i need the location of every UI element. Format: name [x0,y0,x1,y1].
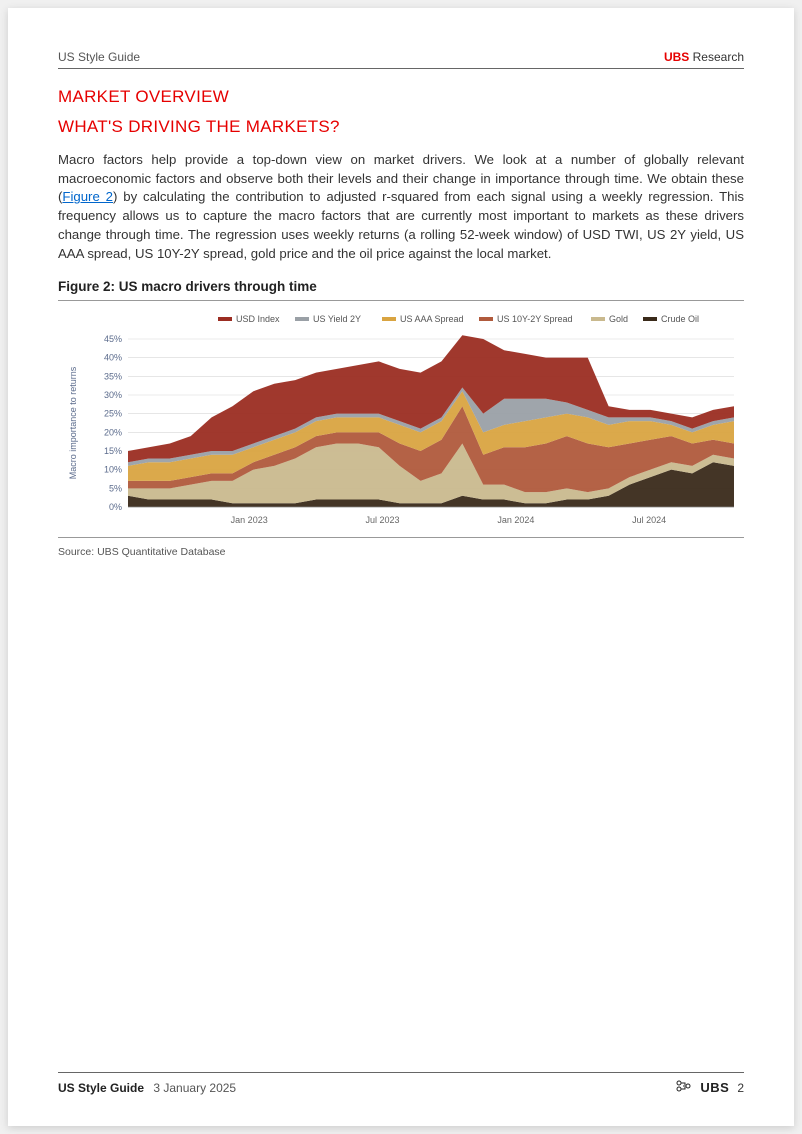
footer-doc-title: US Style Guide [58,1081,144,1095]
svg-text:Gold: Gold [609,314,628,324]
svg-text:US 10Y-2Y Spread: US 10Y-2Y Spread [497,314,573,324]
brand-name: UBS [664,50,689,64]
svg-text:45%: 45% [104,334,122,344]
svg-text:15%: 15% [104,446,122,456]
svg-text:30%: 30% [104,390,122,400]
figure-link[interactable]: Figure 2 [62,189,113,204]
svg-text:US Yield 2Y: US Yield 2Y [313,314,361,324]
page-header: US Style Guide UBS Research [58,50,744,69]
svg-text:10%: 10% [104,465,122,475]
svg-text:USD Index: USD Index [236,314,280,324]
svg-text:5%: 5% [109,484,122,494]
svg-text:Macro importance to returns: Macro importance to returns [68,367,78,480]
subsection-title: WHAT'S DRIVING THE MARKETS? [58,117,744,137]
body-paragraph: Macro factors help provide a top-down vi… [58,151,744,263]
footer-date: 3 January 2025 [153,1081,236,1095]
svg-text:25%: 25% [104,409,122,419]
svg-text:Crude Oil: Crude Oil [661,314,699,324]
page-footer: US Style Guide 3 January 2025 UBS 2 [58,1072,744,1096]
footer-brand: UBS [700,1080,729,1095]
svg-text:40%: 40% [104,353,122,363]
brand-suffix: Research [689,50,744,64]
header-brand: UBS Research [664,50,744,64]
svg-text:Jul 2023: Jul 2023 [366,515,400,525]
macro-drivers-chart: 0% 5% 10% 15% 20% 25% 30% 35% 40% 45% Macro import… [58,311,744,531]
page-number: 2 [737,1081,744,1095]
section-title: MARKET OVERVIEW [58,87,744,107]
ubs-keys-icon [676,1079,692,1096]
svg-text:Jan 2024: Jan 2024 [497,515,534,525]
figure-title: Figure 2: US macro drivers through time [58,279,744,301]
footer-right: UBS 2 [676,1079,744,1096]
page: US Style Guide UBS Research MARKET OVERV… [8,8,794,1126]
svg-text:35%: 35% [104,372,122,382]
svg-text:0%: 0% [109,502,122,512]
svg-text:Jul 2024: Jul 2024 [632,515,666,525]
footer-left: US Style Guide 3 January 2025 [58,1081,236,1095]
chart-svg: 0% 5% 10% 15% 20% 25% 30% 35% 40% 45% Macro import… [58,311,744,531]
body-text-post: ) by calculating the contribution to adj… [58,189,744,260]
svg-text:US AAA Spread: US AAA Spread [400,314,464,324]
svg-text:Jan 2023: Jan 2023 [231,515,268,525]
svg-text:20%: 20% [104,428,122,438]
figure-source: Source: UBS Quantitative Database [58,537,744,558]
header-doc-title: US Style Guide [58,50,140,64]
